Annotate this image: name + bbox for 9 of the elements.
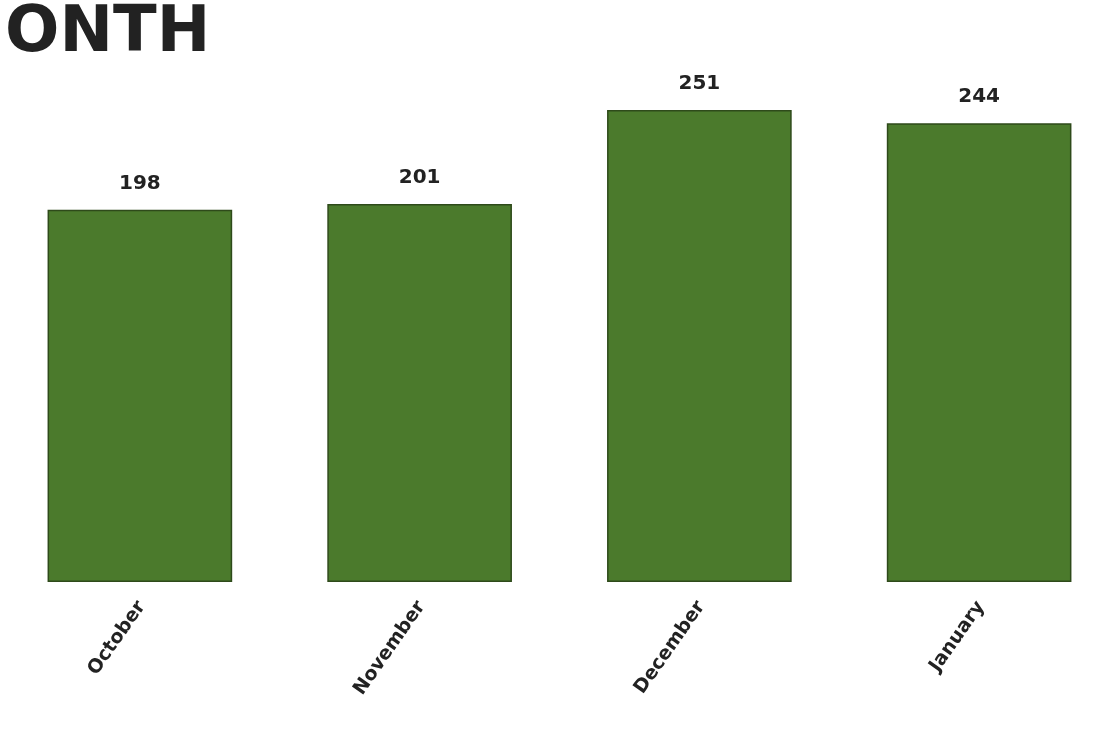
bar [47,209,233,582]
data-label: 251 [678,70,721,94]
data-label: 198 [119,169,161,194]
bar [607,110,792,582]
bar [327,204,512,582]
data-label: 244 [958,83,1000,108]
bar [886,123,1072,582]
data-label: 201 [398,164,441,189]
chart-title: ONTH [5,0,211,66]
